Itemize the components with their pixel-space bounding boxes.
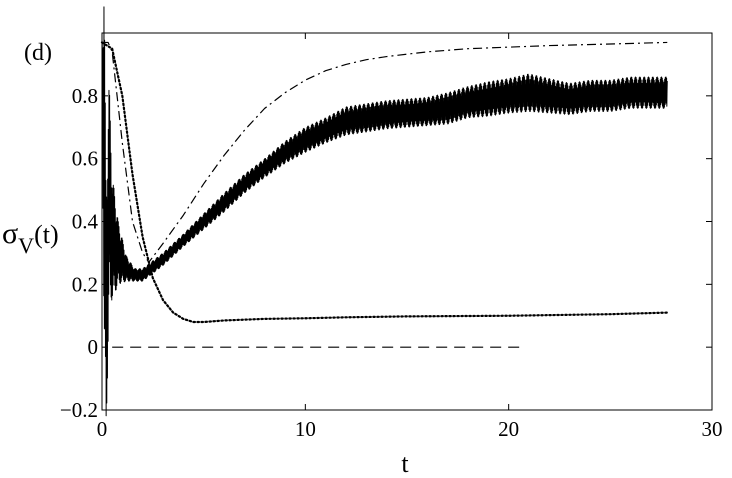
x-tick-label: 10 — [295, 417, 316, 441]
y-axis-label-suffix: (t) — [34, 220, 59, 249]
x-tick-label: 30 — [702, 417, 723, 441]
ticks: 0 10 20 30−0.200.20.40.60.8 — [60, 33, 723, 441]
series-line-dash-dot — [102, 41, 668, 263]
y-tick-label: 0.4 — [72, 210, 99, 234]
x-tick-label: 20 — [498, 417, 519, 441]
x-axis-label: t — [401, 449, 409, 478]
y-axis-label: σV(t) — [2, 217, 59, 258]
y-tick-label: 0.2 — [72, 272, 98, 296]
y-tick-label: −0.2 — [60, 398, 98, 422]
series-layer — [100, 6, 669, 417]
series-line-solid-oscillating — [101, 6, 668, 417]
x-tick-label: 0 — [97, 417, 108, 441]
y-tick-label: 0.6 — [72, 147, 98, 171]
y-axis-label-main: σ — [2, 217, 18, 250]
y-axis-label-sub: V — [18, 233, 34, 258]
series-line-dotted — [100, 41, 669, 324]
panel-label: (d) — [24, 40, 52, 66]
y-tick-label: 0.8 — [72, 84, 98, 108]
y-tick-label: 0 — [88, 335, 99, 359]
